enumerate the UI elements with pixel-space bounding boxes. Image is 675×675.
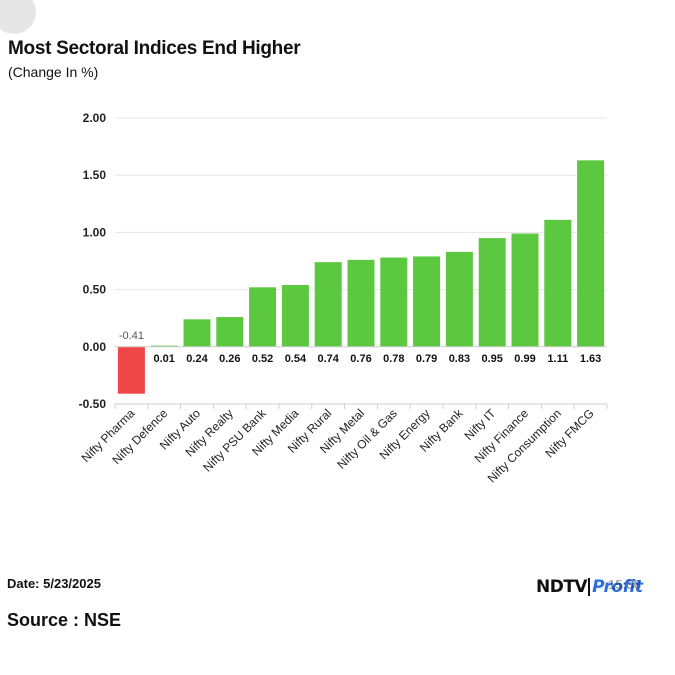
bar (478, 238, 506, 347)
bar (249, 287, 277, 347)
date-label: Date: 5/23/2025 (7, 576, 101, 591)
data-label: 1.63 (580, 353, 601, 365)
data-label: 1.11 (547, 353, 568, 365)
data-label: 0.79 (416, 353, 437, 365)
logo-ndtv-text: NDTV (536, 577, 588, 597)
chart-title: Most Sectoral Indices End Higher (8, 38, 301, 59)
data-label: -0.41 (119, 330, 144, 342)
source-label: Source : NSE (7, 610, 122, 630)
data-label: 0.83 (449, 353, 470, 365)
bar (544, 219, 572, 347)
y-tick-label: 1.00 (83, 225, 107, 239)
bar (347, 259, 375, 347)
data-label: 0.01 (153, 353, 174, 365)
bar (413, 256, 441, 347)
bar (150, 345, 178, 347)
data-label: 0.26 (219, 353, 240, 365)
y-tick-label: 0.00 (83, 340, 107, 354)
bar (183, 319, 211, 347)
logo-separator (588, 578, 591, 596)
data-label: 0.76 (350, 353, 371, 365)
y-tick-label: -0.50 (79, 397, 107, 411)
bar (216, 317, 244, 347)
data-label: 0.95 (481, 353, 502, 365)
logo-profit-text: Profit (592, 577, 643, 597)
bar (314, 262, 342, 347)
bar (281, 285, 309, 347)
data-label: 0.99 (514, 353, 535, 365)
ndtv-profit-logo: NDTV Profit (536, 576, 643, 598)
y-tick-label: 0.50 (83, 283, 107, 297)
y-tick-label: 1.50 (83, 168, 107, 182)
data-label: 0.52 (252, 353, 273, 365)
time-label: 15:38 (608, 577, 642, 592)
data-label: 0.74 (317, 353, 339, 365)
bar (380, 257, 408, 347)
y-tick-label: 2.00 (83, 111, 107, 125)
bar (511, 233, 539, 347)
data-label: 0.54 (285, 353, 307, 365)
bar (445, 251, 473, 347)
bar (117, 346, 145, 394)
bar (577, 160, 605, 347)
data-label: 0.24 (186, 353, 208, 365)
chart-subtitle: (Change In %) (8, 64, 99, 80)
data-label: 0.78 (383, 353, 404, 365)
